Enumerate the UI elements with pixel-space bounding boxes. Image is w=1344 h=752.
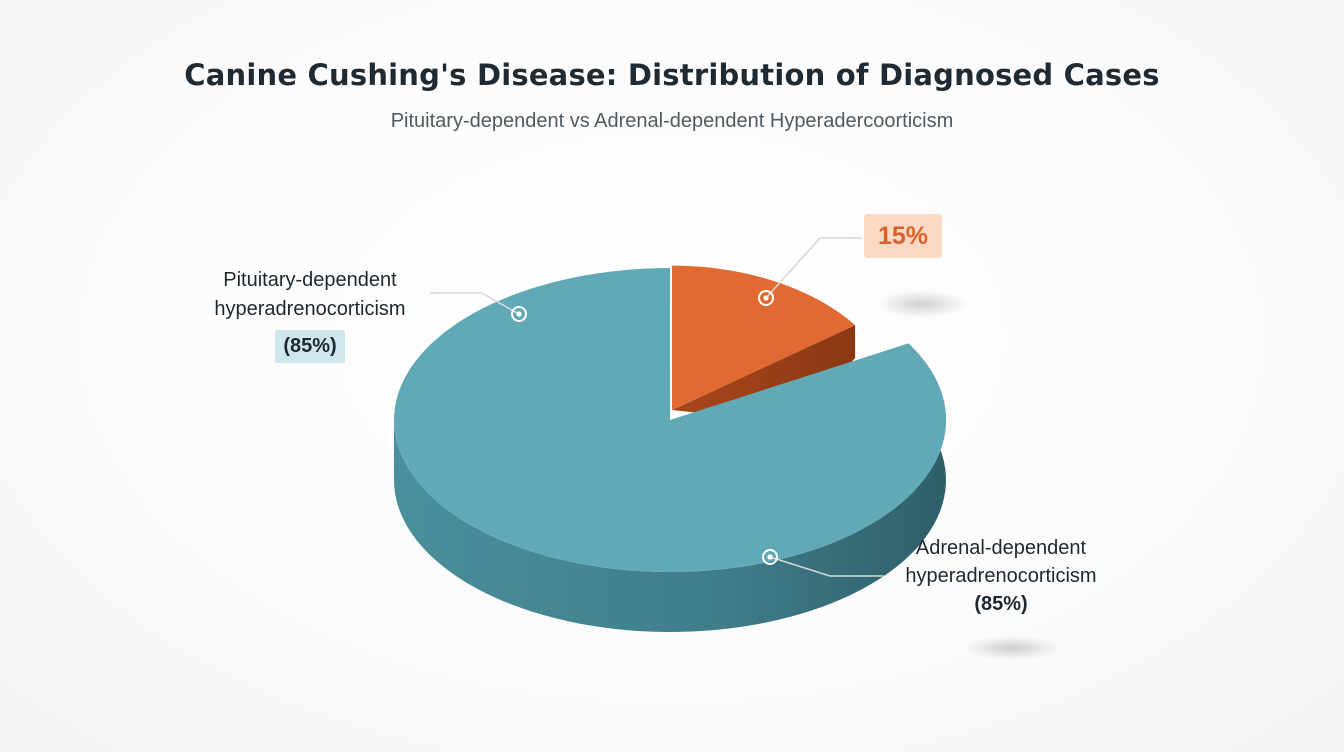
pituitary-percent: (85%) bbox=[275, 330, 345, 363]
adrenal-slice-leader-dot-center bbox=[763, 295, 769, 301]
pituitary-label-line2: hyperadrenocorticism bbox=[214, 298, 406, 320]
chart-title: Canine Cushing's Disease: Distribution o… bbox=[184, 58, 1160, 92]
pie-tops bbox=[394, 265, 946, 572]
adrenal-slice-leader-line bbox=[765, 237, 862, 299]
pituitary-slice bbox=[394, 268, 946, 572]
pituitary-leader-dot-center bbox=[516, 311, 522, 317]
adrenal-leader-dot bbox=[762, 549, 778, 565]
adrenal-label-line1: Adrenal-dependent bbox=[915, 537, 1087, 559]
chart-subtitle: Pituitary-dependent vs Adrenal-dependent… bbox=[390, 110, 954, 132]
adrenal-percent: (85%) bbox=[974, 593, 1028, 615]
pituitary-slice-side bbox=[394, 343, 946, 632]
pituitary-label: Pituitary-dependent hyperadrenocorticism… bbox=[180, 266, 440, 363]
adrenal-leader-dot-center bbox=[767, 554, 773, 560]
pituitary-leader-line bbox=[430, 292, 520, 315]
adrenal-slice-percent: 15% bbox=[864, 214, 942, 258]
leader-lines bbox=[430, 237, 884, 577]
adrenal-label: Adrenal-dependent hyperadrenocorticism (… bbox=[876, 534, 1126, 618]
adrenal-leader-line bbox=[769, 556, 884, 577]
adrenal-slice bbox=[672, 265, 856, 410]
pie-shadows bbox=[876, 290, 1060, 660]
adrenal-slice-leader-dot bbox=[758, 290, 774, 306]
pituitary-label-line1: Pituitary-dependent bbox=[223, 269, 397, 291]
adrenal-label-line2: hyperadrenocorticism bbox=[905, 565, 1097, 587]
pituitary-leader-dot bbox=[511, 306, 527, 322]
